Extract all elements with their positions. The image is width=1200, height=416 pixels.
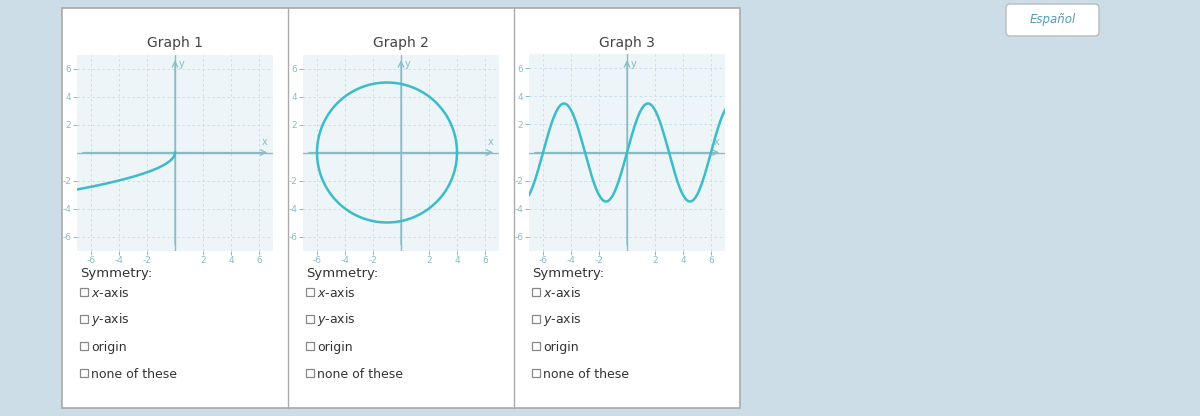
Bar <box>62 8 740 408</box>
Text: y: y <box>631 59 637 69</box>
Text: none of these: none of these <box>542 367 629 381</box>
Text: x: x <box>262 137 268 147</box>
Text: Graph 2: Graph 2 <box>373 36 428 50</box>
Text: Symmetry:: Symmetry: <box>80 267 152 280</box>
Text: origin: origin <box>542 341 578 354</box>
Bar <box>80 315 88 323</box>
Text: origin: origin <box>317 341 353 354</box>
Text: $y$-axis: $y$-axis <box>542 312 582 329</box>
Text: $y$-axis: $y$-axis <box>91 312 130 329</box>
Bar <box>80 369 88 377</box>
Text: Symmetry:: Symmetry: <box>306 267 378 280</box>
Text: Graph 1: Graph 1 <box>146 36 203 50</box>
Bar <box>532 342 540 350</box>
Text: none of these: none of these <box>317 367 403 381</box>
Text: $y$-axis: $y$-axis <box>317 312 355 329</box>
Text: x: x <box>714 137 720 147</box>
Bar <box>306 315 314 323</box>
Bar <box>80 288 88 296</box>
Bar <box>306 342 314 350</box>
Text: origin: origin <box>91 341 127 354</box>
Bar <box>80 342 88 350</box>
Text: x: x <box>487 137 493 147</box>
Bar <box>306 288 314 296</box>
Text: Graph 3: Graph 3 <box>599 36 655 50</box>
Text: $x$-axis: $x$-axis <box>542 286 582 300</box>
Bar <box>306 369 314 377</box>
Text: none of these: none of these <box>91 367 178 381</box>
FancyBboxPatch shape <box>1006 4 1099 36</box>
Bar <box>532 288 540 296</box>
Text: Symmetry:: Symmetry: <box>532 267 605 280</box>
Bar <box>532 369 540 377</box>
Text: $x$-axis: $x$-axis <box>91 286 130 300</box>
Bar <box>532 315 540 323</box>
Text: Español: Español <box>1030 13 1075 27</box>
Text: y: y <box>179 59 185 69</box>
Text: y: y <box>406 59 410 69</box>
Text: $x$-axis: $x$-axis <box>317 286 355 300</box>
